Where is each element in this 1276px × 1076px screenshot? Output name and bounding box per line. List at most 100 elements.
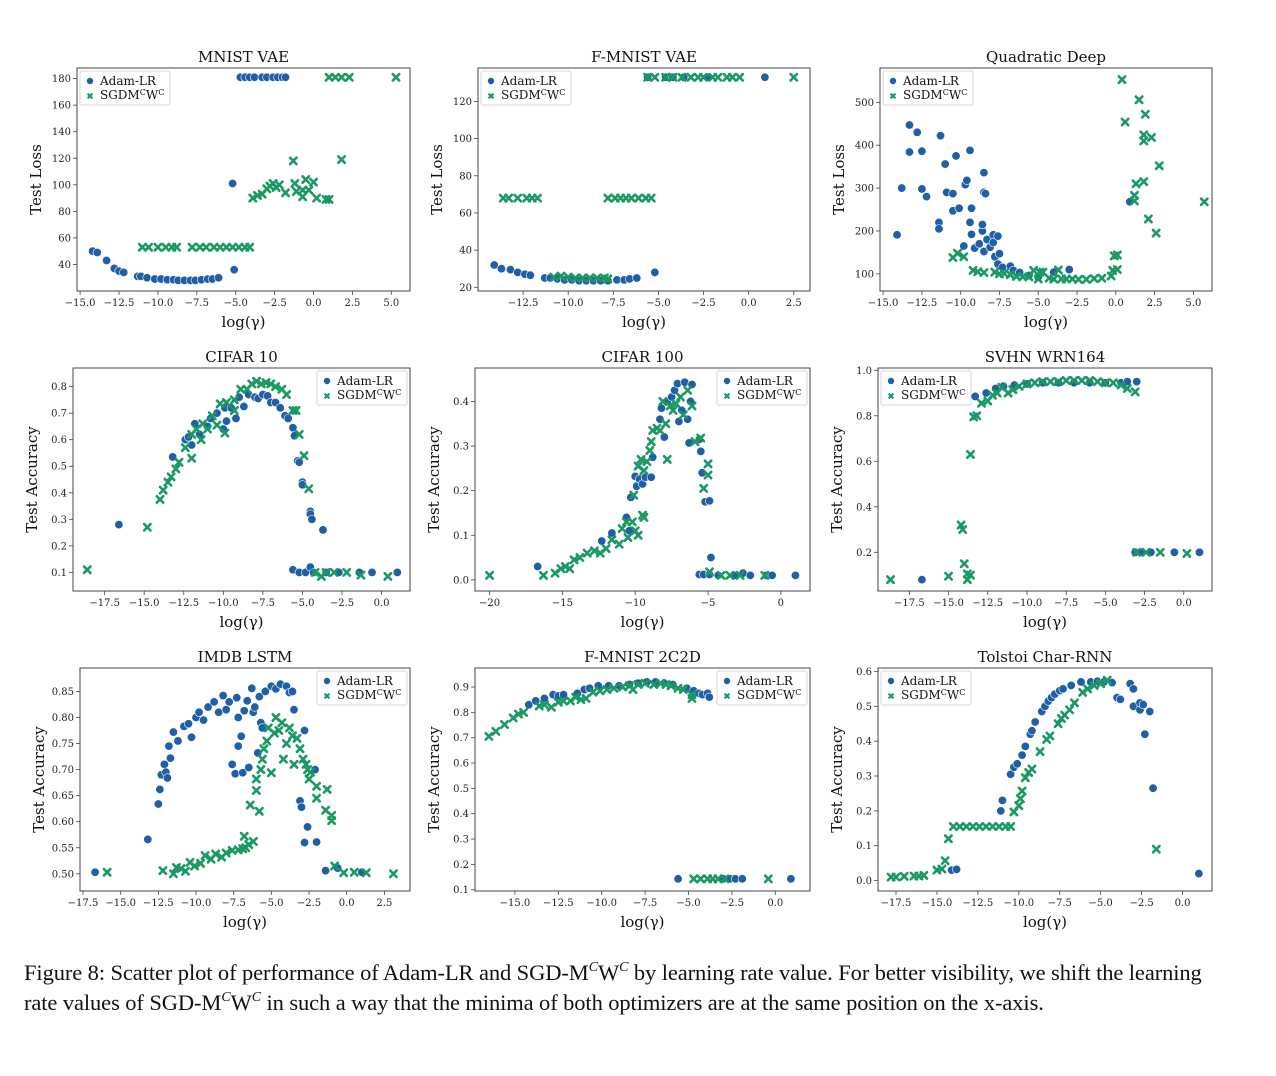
sgd-point bbox=[153, 242, 163, 252]
sgd-point bbox=[1022, 379, 1032, 389]
sgd-point bbox=[1077, 376, 1087, 386]
adam-point bbox=[965, 145, 975, 155]
sgd-point bbox=[627, 517, 637, 527]
adam-point bbox=[392, 567, 402, 577]
legend-box bbox=[79, 70, 171, 106]
legend-sgd-marker bbox=[887, 692, 895, 700]
sgd-point bbox=[539, 700, 549, 710]
adam-point bbox=[539, 693, 549, 703]
x-tick-label: −20 bbox=[479, 598, 500, 609]
x-tick-label: −15.0 bbox=[500, 898, 531, 909]
sgd-point bbox=[248, 193, 258, 203]
adam-point bbox=[967, 203, 977, 213]
sgd-point bbox=[172, 242, 182, 252]
sgd-point bbox=[658, 396, 668, 406]
sgd-point bbox=[1143, 214, 1153, 224]
sgd-point bbox=[703, 470, 713, 480]
sgd-point bbox=[675, 392, 685, 402]
sgd-point bbox=[1093, 377, 1103, 387]
sgd-point bbox=[1108, 378, 1118, 388]
x-tick-label: −12.5 bbox=[543, 898, 574, 909]
sgd-point bbox=[221, 242, 231, 252]
adam-point bbox=[1128, 684, 1138, 694]
sgd-point bbox=[196, 435, 206, 445]
sgd-point bbox=[491, 726, 501, 736]
sgd-point bbox=[966, 570, 976, 580]
sgd-point bbox=[1035, 747, 1045, 757]
sgd-point bbox=[277, 718, 287, 728]
subplot-imdb-lstm: IMDB LSTM −17.5 −15.0 −12.5 −10.0 −7.5 −5.0 −2.… bbox=[30, 648, 411, 931]
adam-point bbox=[92, 248, 102, 258]
sgd-point bbox=[976, 398, 986, 408]
sgd-point bbox=[1045, 377, 1055, 387]
y-tick-label: 60 bbox=[459, 208, 472, 219]
adam-point bbox=[194, 707, 204, 717]
x-tick-label: −5.0 bbox=[1089, 898, 1113, 909]
sgd-point bbox=[322, 784, 332, 794]
sgd-point bbox=[538, 570, 548, 580]
y-tick-label: 0.55 bbox=[52, 843, 74, 854]
sgd-point bbox=[196, 858, 206, 868]
sgd-point bbox=[251, 774, 261, 784]
sgd-point bbox=[215, 242, 225, 252]
adam-point bbox=[318, 525, 328, 535]
y-tick-label: 0.60 bbox=[52, 817, 74, 828]
sgd-point bbox=[304, 484, 314, 494]
sgd-point bbox=[201, 242, 211, 252]
adam-point bbox=[153, 799, 163, 809]
y-tick-label: 300 bbox=[855, 184, 874, 195]
adam-point bbox=[672, 379, 682, 389]
caption-part: by learning rate value. For better visib… bbox=[24, 960, 1202, 1015]
sgd-point bbox=[735, 72, 745, 82]
adam-point bbox=[281, 72, 291, 82]
sgd-point bbox=[1074, 274, 1084, 284]
sgd-point bbox=[720, 874, 730, 884]
sgd-point bbox=[886, 575, 896, 585]
sgd-point bbox=[82, 565, 92, 575]
subplot-quadratic-deep: Quadratic Deep −15.0 −12.5 −10.0 −7.5 −5.0 −2.… bbox=[830, 48, 1213, 331]
sgd-point bbox=[259, 744, 269, 754]
adam-point bbox=[260, 686, 270, 696]
sgd-point bbox=[312, 793, 322, 803]
adam-point bbox=[214, 707, 224, 717]
sgd-point bbox=[602, 685, 612, 695]
sgd-point bbox=[299, 451, 309, 461]
x-tick-label: −7.5 bbox=[601, 298, 625, 309]
sgd-point bbox=[546, 702, 556, 712]
legend-label: SGDMCWC bbox=[337, 388, 401, 402]
x-tick-label: 0.0 bbox=[339, 898, 355, 909]
x-tick-label: −7.5 bbox=[1048, 898, 1072, 909]
sgd-point bbox=[648, 425, 658, 435]
sgd-point bbox=[633, 679, 643, 689]
sgd-point bbox=[634, 193, 644, 203]
sgd-point bbox=[1139, 136, 1149, 146]
adam-point bbox=[307, 514, 317, 524]
sgd-point bbox=[337, 155, 347, 165]
x-tick-label: −15.0 bbox=[933, 598, 964, 609]
sgd-point bbox=[699, 72, 709, 82]
adam-point bbox=[242, 696, 252, 706]
sgd-point bbox=[1020, 773, 1030, 783]
sgd-point bbox=[588, 687, 598, 697]
sgd-point bbox=[310, 567, 320, 577]
sgd-point bbox=[102, 867, 112, 877]
sgd-point bbox=[595, 686, 605, 696]
x-tick-label: 0.0 bbox=[741, 298, 757, 309]
adam-point bbox=[656, 403, 666, 413]
adam-point bbox=[674, 417, 684, 427]
y-tick-label: 0.6 bbox=[856, 457, 872, 468]
adam-point bbox=[244, 763, 254, 773]
adam-point bbox=[275, 403, 285, 413]
y-tick-label: 100 bbox=[453, 134, 472, 145]
adam-point bbox=[321, 866, 331, 876]
sgd-point bbox=[668, 72, 678, 82]
y-tick-label: 60 bbox=[58, 233, 71, 244]
data-points bbox=[892, 75, 1209, 284]
sgd-point bbox=[592, 273, 602, 283]
sgd-point bbox=[1014, 801, 1024, 811]
sgd-point bbox=[271, 382, 281, 392]
sgd-point bbox=[955, 822, 965, 832]
adam-point bbox=[230, 769, 240, 779]
sgd-point bbox=[142, 522, 152, 532]
sgd-point bbox=[899, 871, 909, 881]
